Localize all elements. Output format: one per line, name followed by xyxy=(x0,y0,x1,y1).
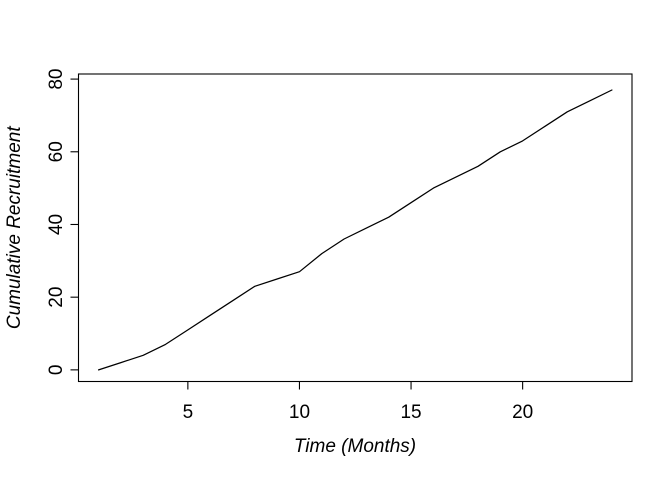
recruitment-line xyxy=(97,89,613,371)
x-axis: 5 10 15 20 xyxy=(183,381,533,423)
y-tick-label: 40 xyxy=(46,214,67,235)
y-tick-label: 0 xyxy=(46,365,67,376)
x-tick-label: 20 xyxy=(512,402,533,423)
x-axis-title: Time (Months) xyxy=(294,436,416,457)
x-tick-label: 15 xyxy=(400,402,421,423)
y-tick-label: 60 xyxy=(46,141,67,162)
y-tick-label: 20 xyxy=(46,287,67,308)
y-axis-title: Cumulative Recruitment xyxy=(4,126,25,329)
x-tick-label: 5 xyxy=(183,402,194,423)
y-axis: 0 20 40 60 80 xyxy=(46,69,79,376)
x-tick-label: 10 xyxy=(289,402,310,423)
y-tick-label: 80 xyxy=(46,69,67,90)
plot-box xyxy=(77,73,633,383)
